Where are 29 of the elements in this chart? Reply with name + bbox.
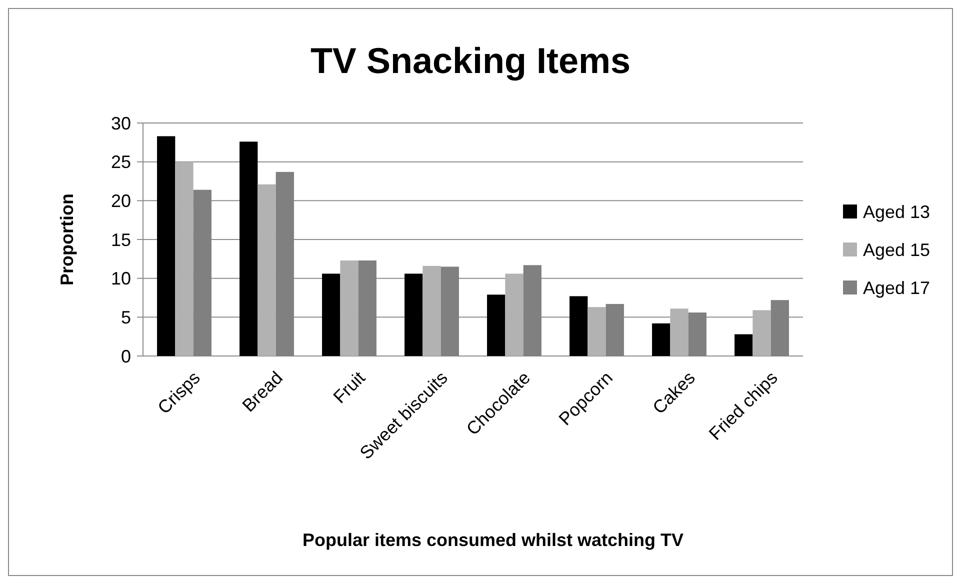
bar: [752, 310, 771, 356]
bar: [240, 142, 258, 356]
chart-title: TV Snacking Items: [310, 40, 631, 81]
bar: [588, 307, 606, 356]
bar: [734, 334, 753, 356]
bar: [570, 296, 588, 356]
bar: [157, 136, 176, 356]
bar: [258, 184, 276, 356]
bar: [422, 266, 441, 356]
bar: [487, 294, 506, 356]
y-tick-label: 20: [110, 190, 131, 211]
y-tick-label: 15: [110, 230, 131, 250]
y-tick-label: 10: [110, 268, 131, 289]
y-axis-title: Proportion: [57, 194, 77, 286]
bar: [670, 308, 688, 356]
bar: [175, 162, 194, 356]
legend-label: Aged 13: [863, 202, 930, 222]
bar: [340, 260, 358, 356]
legend-label: Aged 15: [863, 240, 930, 260]
y-tick-label: 0: [120, 346, 131, 366]
y-tick-label: 25: [110, 152, 131, 172]
x-axis-title: Popular items consumed whilst watching TV: [302, 530, 684, 550]
y-tick-label: 5: [120, 307, 131, 328]
bar: [505, 274, 524, 356]
bar: [404, 274, 423, 356]
bar: [652, 323, 670, 356]
legend-label: Aged 17: [863, 278, 930, 298]
bar: [322, 274, 340, 356]
y-tick-label: 30: [110, 113, 131, 134]
